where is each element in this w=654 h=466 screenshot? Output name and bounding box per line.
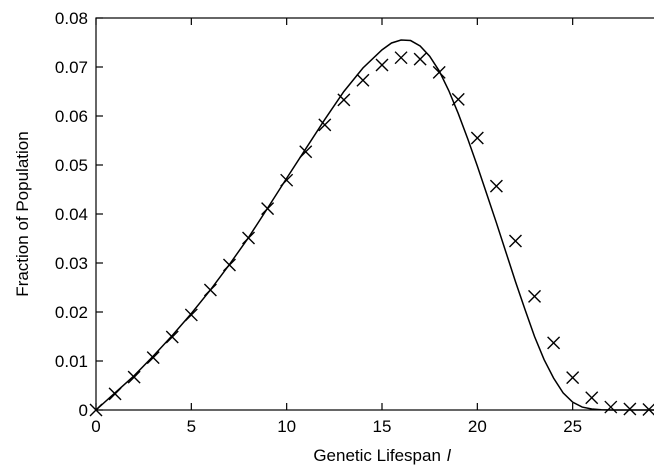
x-tick-label: 0 [91, 417, 100, 436]
y-tick-label: 0.04 [55, 205, 88, 224]
data-point-x-marker [508, 234, 522, 248]
x-tick-label: 15 [373, 417, 392, 436]
data-point-x-marker [432, 65, 446, 79]
y-tick-label: 0.02 [55, 303, 88, 322]
data-point-x-marker [108, 387, 122, 401]
data-point-x-marker [203, 283, 217, 297]
x-tick-label: 25 [563, 417, 582, 436]
data-point-x-marker [165, 330, 179, 344]
y-tick-label: 0 [79, 401, 88, 420]
data-point-x-marker [280, 173, 294, 187]
data-point-x-marker [585, 391, 599, 405]
x-axis-label-text: Genetic Lifespan [313, 446, 441, 465]
data-point-x-marker [528, 289, 542, 303]
data-point-x-marker [337, 93, 351, 107]
y-axis: 0 0.01 0.02 0.03 0.04 0.05 0.06 0.07 0.08 [55, 9, 103, 420]
data-point-x-marker [642, 403, 654, 417]
data-point-x-marker [146, 351, 160, 365]
data-point-x-marker [242, 231, 256, 245]
y-tick-label: 0.08 [55, 9, 88, 28]
data-point-x-marker [413, 52, 427, 66]
y-axis-label: Fraction of Population [13, 131, 32, 296]
data-point-x-marker [375, 58, 389, 72]
data-point-x-marker [489, 179, 503, 193]
x-axis-label-variable: l [447, 446, 452, 465]
y-tick-label: 0.07 [55, 58, 88, 77]
plot-area [89, 39, 654, 417]
x-axis-label: Genetic Lifespan l [313, 446, 452, 465]
plot-frame [95, 17, 654, 411]
data-point-x-marker [394, 51, 408, 65]
data-point-x-marker [299, 145, 313, 159]
data-point-x-marker [566, 371, 580, 385]
x-tick-label: 5 [187, 417, 196, 436]
data-point-x-marker [470, 131, 484, 145]
data-point-x-marker [451, 92, 465, 106]
data-point-x-marker [261, 202, 275, 216]
x-tick-label: 20 [468, 417, 487, 436]
x-tick-label: 10 [277, 417, 296, 436]
y-tick-label: 0.03 [55, 254, 88, 273]
data-point-x-marker [318, 118, 332, 132]
data-point-x-marker [89, 403, 103, 417]
model-curve-line [95, 39, 654, 411]
y-tick-label: 0.05 [55, 156, 88, 175]
data-point-x-marker [127, 370, 141, 384]
data-point-x-marker [604, 400, 618, 414]
data-point-x-marker [547, 336, 561, 350]
y-tick-label: 0.01 [55, 352, 88, 371]
x-axis: 051015202530 [91, 18, 582, 436]
data-point-x-marker [222, 258, 236, 272]
data-point-x-marker [623, 402, 637, 416]
data-point-x-marker [356, 73, 370, 87]
data-point-x-marker [184, 308, 198, 322]
y-tick-label: 0.06 [55, 107, 88, 126]
